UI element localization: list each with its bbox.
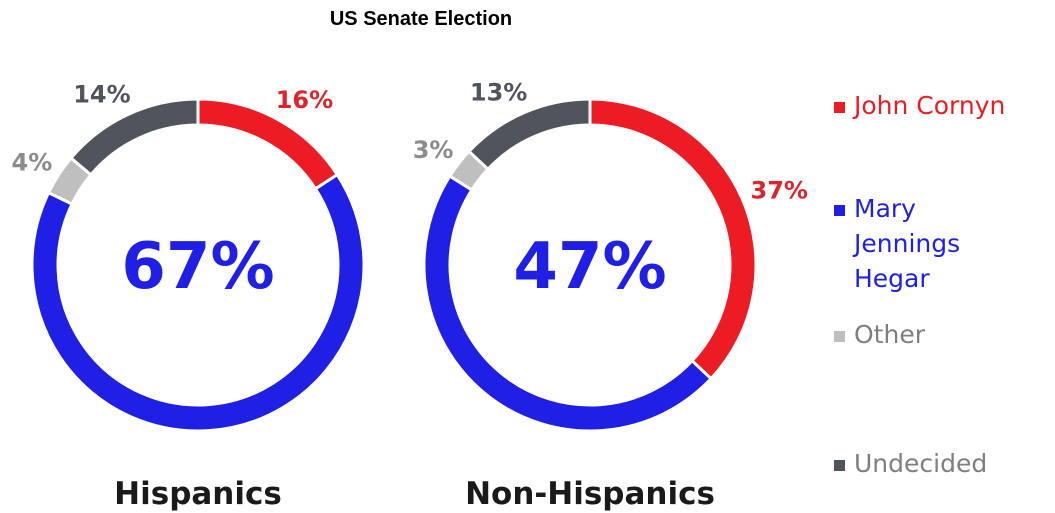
legend-swatch-other bbox=[834, 331, 845, 342]
legend-swatch-john-cornyn bbox=[834, 102, 845, 113]
donut-charts: 16% 4% 14% 67% Hispanics 37% 3% 13% 47% Non-Hispa… bbox=[12, 78, 808, 512]
data-label-hispanics-other: 4% bbox=[12, 149, 53, 177]
slice-hispanics-undecided bbox=[68, 97, 200, 177]
legend-swatch-mary-jennings-hegar bbox=[834, 205, 845, 216]
slice-non-hispanics-undecided bbox=[466, 97, 592, 172]
legend-item-john-cornyn: John Cornyn bbox=[834, 88, 1054, 123]
category-label-non-hispanics: Non-Hispanics bbox=[465, 476, 715, 512]
legend-label-undecided: Undecided bbox=[854, 449, 988, 478]
legend-item-mary-jennings-hegar: Mary Jennings Hegar bbox=[834, 191, 961, 296]
donut-hispanics: 16% 4% 14% 67% Hispanics bbox=[12, 81, 366, 512]
data-label-non-hispanics-john-cornyn: 37% bbox=[751, 176, 808, 204]
data-label-hispanics-undecided: 14% bbox=[73, 81, 130, 109]
legend-item-undecided: Undecided bbox=[834, 446, 1054, 481]
legend-label-mary-jennings-hegar: Mary Jennings Hegar bbox=[854, 194, 961, 293]
legend-item-other: Other bbox=[834, 317, 1054, 352]
data-label-non-hispanics-other: 3% bbox=[413, 136, 454, 164]
legend-label-john-cornyn: John Cornyn bbox=[854, 91, 1006, 120]
donut-non-hispanics: 37% 3% 13% 47% Non-Hispanics bbox=[413, 78, 808, 512]
legend-swatch-undecided bbox=[834, 460, 845, 471]
data-label-non-hispanics-undecided: 13% bbox=[470, 78, 527, 106]
center-label-hispanics: 67% bbox=[121, 230, 274, 304]
category-label-hispanics: Hispanics bbox=[114, 476, 282, 512]
chart-title: US Senate Election bbox=[329, 8, 513, 30]
legend-label-other: Other bbox=[854, 320, 925, 349]
data-label-hispanics-john-cornyn: 16% bbox=[276, 86, 333, 114]
slice-hispanics-mary-jennings-hegar bbox=[30, 172, 366, 433]
legend: John Cornyn Mary Jennings Hegar Other Un… bbox=[834, 0, 1055, 513]
center-label-non-hispanics: 47% bbox=[513, 230, 666, 304]
